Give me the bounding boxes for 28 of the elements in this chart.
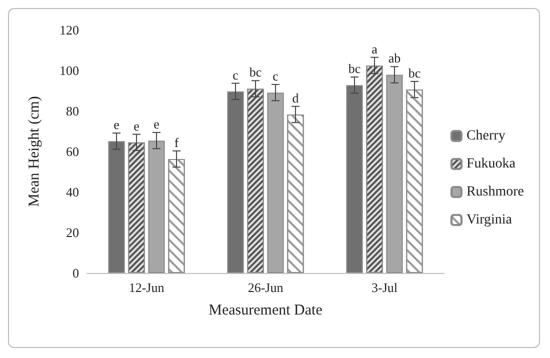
data-label: c — [272, 68, 279, 84]
data-label: a — [372, 41, 378, 56]
y-tick-label: 60 — [66, 144, 79, 159]
data-label: c — [232, 67, 239, 82]
data-label: bc — [348, 60, 361, 76]
legend-label: Rushmore — [466, 184, 524, 200]
y-tick-label: 0 — [72, 266, 79, 280]
data-label: e — [134, 118, 140, 134]
y-tick-label: 80 — [66, 104, 79, 118]
y-tick-label: 40 — [66, 184, 79, 200]
data-label: e — [154, 116, 160, 132]
data-label: d — [292, 90, 300, 106]
data-label: bc — [408, 65, 421, 80]
y-tick-label: 20 — [66, 225, 79, 240]
legend-label: Virginia — [466, 212, 513, 228]
x-axis-title: Measurement Date — [208, 302, 323, 318]
y-tick-label: 120 — [60, 22, 79, 38]
data-label: f — [174, 134, 180, 150]
x-tick-label: 12-Jun — [128, 280, 165, 295]
y-axis-title: Mean Height (cm) — [26, 96, 42, 207]
data-label: ab — [388, 50, 401, 66]
x-tick-label: 26-Jun — [248, 280, 284, 295]
data-label: bc — [249, 64, 262, 80]
y-tick-label: 100 — [60, 63, 79, 78]
legend-label: Fukuoka — [466, 156, 516, 172]
data-label: e — [114, 117, 120, 132]
legend-label: Cherry — [466, 128, 506, 144]
x-tick-label: 3-Jul — [372, 280, 398, 295]
